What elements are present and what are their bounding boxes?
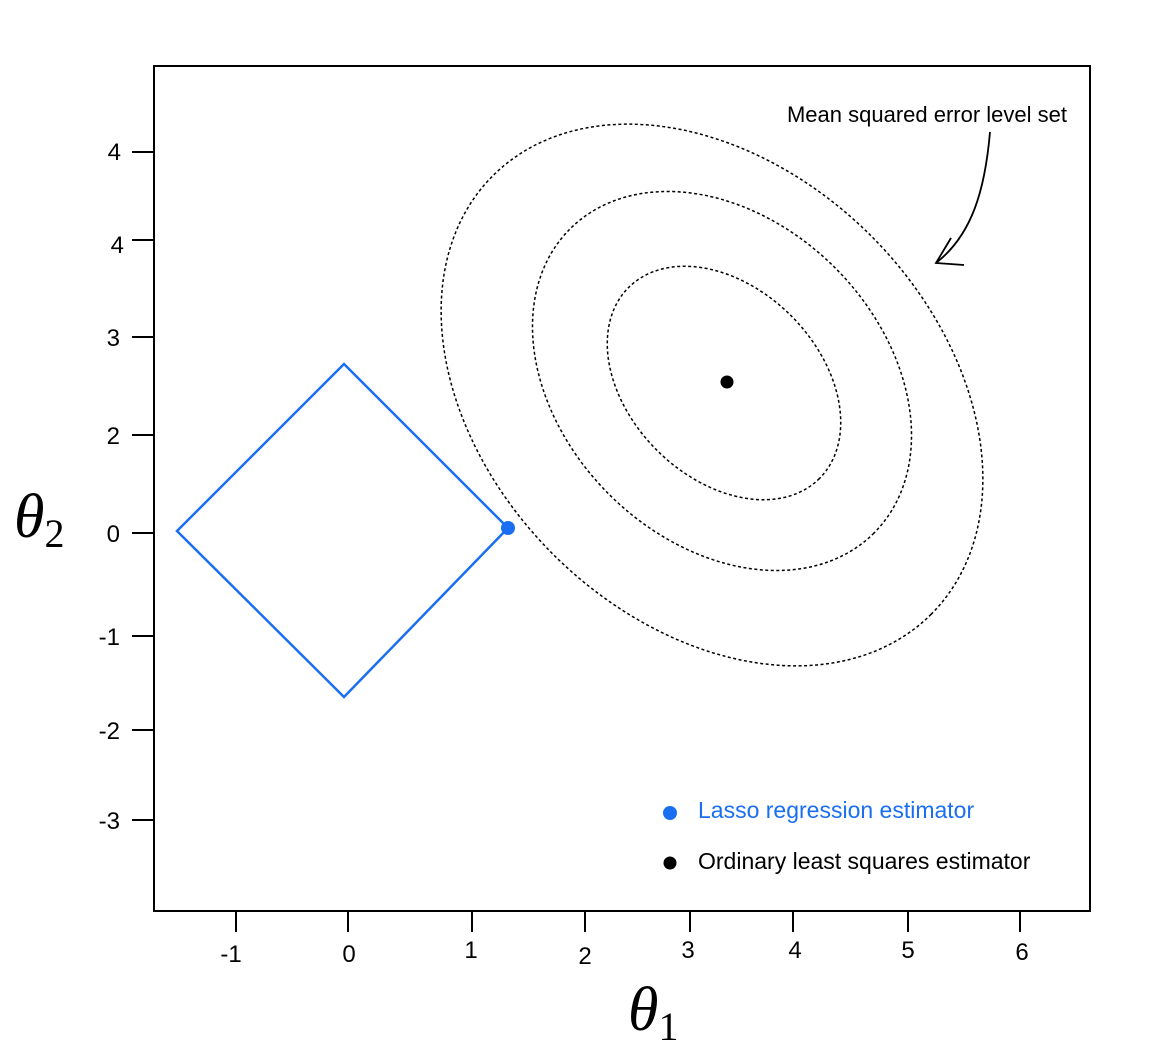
symbol: θ bbox=[14, 483, 44, 551]
lasso-point bbox=[501, 521, 515, 535]
subscript: 1 bbox=[658, 1004, 678, 1049]
x-tick-label: 0 bbox=[342, 941, 355, 968]
x-axis-label: θ1 bbox=[628, 976, 678, 1049]
level-set-outer bbox=[440, 123, 984, 667]
x-tick-label: -1 bbox=[220, 941, 241, 968]
y-tick-label: -2 bbox=[99, 718, 120, 745]
plot-frame bbox=[153, 65, 1091, 912]
x-tick-label: 5 bbox=[901, 937, 914, 964]
arrow-head bbox=[934, 237, 965, 266]
ticks: -1 0 1 2 3 4 5 6 4 4 3 2 0 -1 -2 -3 bbox=[99, 139, 1029, 970]
x-tick-label: 1 bbox=[464, 937, 477, 964]
x-tick-label: 6 bbox=[1015, 939, 1028, 966]
legend-label: Lasso regression estimator bbox=[698, 797, 974, 823]
y-tick-label: -3 bbox=[99, 808, 120, 835]
x-tick-label: 3 bbox=[681, 937, 694, 964]
y-tick-label: 2 bbox=[107, 423, 120, 450]
y-tick-label: 3 bbox=[107, 325, 120, 352]
x-tick-label: 2 bbox=[578, 943, 591, 970]
y-tick-label: -1 bbox=[99, 624, 120, 651]
level-sets bbox=[440, 123, 984, 667]
level-set-inner bbox=[606, 265, 842, 501]
legend-marker bbox=[663, 856, 677, 870]
y-tick-label: 4 bbox=[108, 139, 121, 166]
y-tick-label: 0 bbox=[107, 521, 120, 548]
symbol: θ bbox=[628, 976, 658, 1044]
subscript: 2 bbox=[44, 511, 64, 556]
legend-marker bbox=[663, 806, 677, 820]
lasso-constraint bbox=[175, 362, 510, 699]
annotation-arrow bbox=[935, 131, 991, 264]
legend-label: Ordinary least squares estimator bbox=[698, 848, 1031, 874]
level-set-middle bbox=[531, 190, 913, 572]
x-tick-label: 4 bbox=[788, 937, 801, 964]
y-axis-label: θ2 bbox=[14, 483, 64, 556]
ols-point bbox=[720, 375, 734, 389]
y-tick-label: 4 bbox=[111, 232, 124, 259]
annotation: Mean squared error level set bbox=[787, 102, 1067, 127]
